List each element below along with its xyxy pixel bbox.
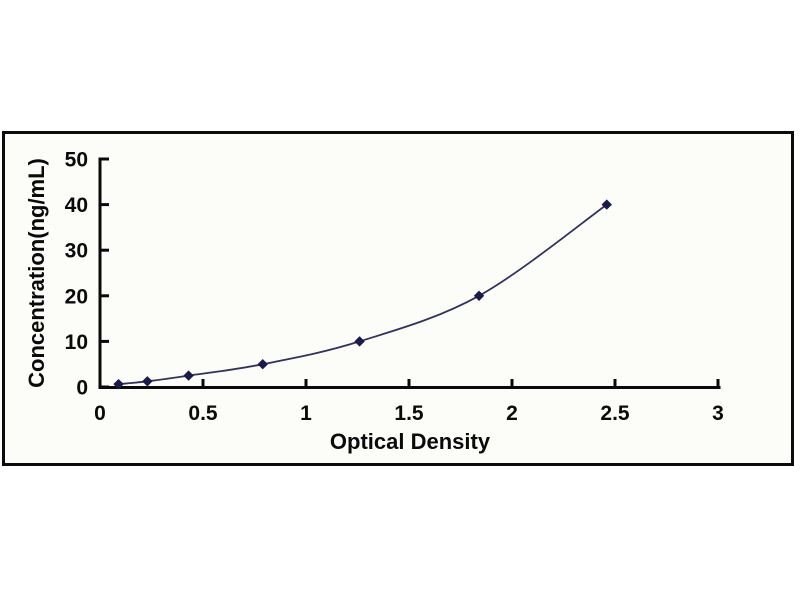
x-tick-label: 2.5	[600, 402, 630, 425]
x-tick-label: 2	[506, 402, 518, 425]
x-tick-label: 1	[300, 402, 312, 425]
x-tick-label: 0	[94, 402, 106, 425]
data-point-marker	[142, 376, 153, 387]
data-point-marker	[473, 290, 485, 302]
y-tick-label: 50	[65, 149, 88, 172]
x-axis-title: Optical Density	[330, 429, 491, 454]
data-point-marker	[113, 378, 124, 390]
standard-curve-line	[118, 203, 608, 386]
y-axis-title: Concentration(ng/mL)	[24, 158, 49, 388]
x-tick-label: 0.5	[188, 402, 218, 425]
chart-frame	[2, 131, 794, 466]
y-tick-label: 40	[65, 194, 88, 217]
y-tick-label: 20	[65, 285, 88, 308]
x-tick-label: 1.5	[394, 402, 424, 425]
ticks-layer	[98, 157, 720, 389]
x-tick-label: 3	[712, 402, 724, 425]
tick-labels-layer: 0 10 20 30 40 50 0 0.5 1 1.5 2 2.5 3	[65, 149, 724, 426]
data-point-marker	[257, 358, 268, 370]
y-tick-label: 10	[65, 331, 88, 354]
data-point-marker	[183, 370, 194, 381]
data-point-marker	[354, 336, 365, 347]
y-tick-label: 0	[76, 377, 88, 400]
series-layer	[113, 199, 612, 390]
data-point-marker	[601, 199, 612, 210]
y-tick-label: 30	[65, 240, 88, 263]
axes-layer	[98, 157, 721, 389]
